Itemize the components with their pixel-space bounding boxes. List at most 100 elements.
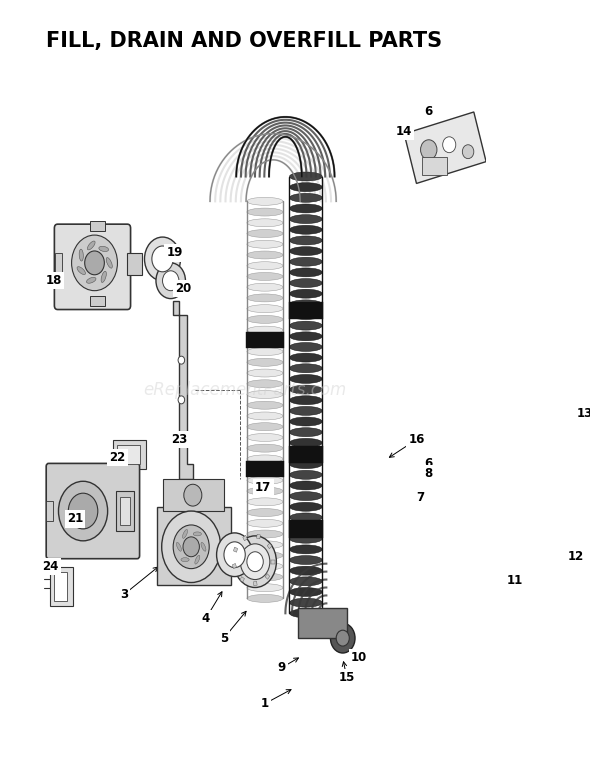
Bar	[271, 560, 275, 564]
Text: 12: 12	[568, 550, 584, 563]
Circle shape	[330, 623, 355, 653]
Ellipse shape	[247, 219, 283, 227]
Ellipse shape	[290, 300, 322, 309]
Ellipse shape	[564, 411, 590, 425]
Ellipse shape	[77, 267, 86, 274]
Ellipse shape	[290, 183, 322, 192]
Bar	[157, 507, 231, 584]
Text: 22: 22	[109, 451, 126, 464]
Ellipse shape	[290, 449, 322, 458]
Ellipse shape	[290, 534, 322, 543]
Ellipse shape	[290, 598, 322, 607]
Ellipse shape	[247, 444, 283, 452]
Ellipse shape	[290, 460, 322, 468]
Polygon shape	[542, 363, 590, 395]
Ellipse shape	[247, 229, 283, 238]
Ellipse shape	[247, 358, 283, 366]
Ellipse shape	[576, 426, 590, 436]
Ellipse shape	[182, 529, 188, 539]
Circle shape	[68, 494, 98, 529]
Circle shape	[548, 491, 578, 527]
Text: 13: 13	[576, 407, 590, 420]
Ellipse shape	[290, 566, 322, 575]
Ellipse shape	[247, 552, 283, 559]
Circle shape	[520, 659, 559, 707]
Text: 11: 11	[507, 574, 523, 587]
Ellipse shape	[290, 236, 322, 245]
Ellipse shape	[247, 433, 283, 442]
Ellipse shape	[290, 310, 322, 319]
Circle shape	[178, 396, 185, 404]
Circle shape	[58, 481, 107, 541]
Text: 23: 23	[171, 433, 187, 446]
Ellipse shape	[195, 555, 200, 564]
Ellipse shape	[290, 290, 322, 298]
Ellipse shape	[247, 380, 283, 388]
Text: 17: 17	[255, 481, 271, 494]
Ellipse shape	[106, 257, 112, 268]
Ellipse shape	[290, 172, 322, 181]
Text: 2: 2	[423, 467, 431, 480]
Ellipse shape	[247, 509, 283, 516]
Text: 14: 14	[396, 125, 412, 138]
Ellipse shape	[87, 241, 95, 250]
Bar	[253, 581, 257, 586]
Bar	[90, 296, 105, 306]
Ellipse shape	[87, 277, 96, 283]
Ellipse shape	[290, 545, 322, 554]
Text: 1: 1	[261, 697, 269, 711]
Ellipse shape	[290, 193, 322, 202]
Ellipse shape	[290, 215, 322, 224]
Ellipse shape	[247, 251, 283, 259]
Bar	[257, 534, 260, 539]
Bar	[246, 461, 284, 478]
Ellipse shape	[247, 369, 283, 377]
Circle shape	[156, 263, 185, 299]
Circle shape	[442, 137, 456, 153]
Bar	[509, 646, 571, 726]
FancyBboxPatch shape	[54, 224, 130, 309]
Ellipse shape	[290, 353, 322, 362]
Ellipse shape	[290, 428, 322, 437]
Text: eReplacementParts.com: eReplacementParts.com	[143, 381, 346, 399]
Ellipse shape	[290, 471, 322, 479]
Ellipse shape	[201, 542, 206, 551]
Text: 19: 19	[166, 247, 183, 260]
Circle shape	[178, 356, 185, 364]
Bar	[548, 482, 579, 537]
Ellipse shape	[247, 316, 283, 323]
Circle shape	[528, 669, 551, 697]
Text: 8: 8	[425, 467, 433, 480]
Ellipse shape	[290, 364, 322, 373]
Text: 4: 4	[202, 612, 210, 625]
Circle shape	[463, 144, 474, 159]
Ellipse shape	[247, 208, 283, 216]
Circle shape	[217, 533, 253, 577]
Bar	[90, 222, 105, 231]
Circle shape	[584, 495, 590, 523]
Bar	[232, 563, 237, 568]
Ellipse shape	[290, 577, 322, 586]
Bar	[298, 608, 347, 638]
Ellipse shape	[247, 197, 283, 206]
Bar	[267, 543, 272, 549]
Ellipse shape	[290, 374, 322, 384]
Ellipse shape	[101, 271, 106, 283]
Circle shape	[183, 537, 199, 557]
Bar	[243, 536, 247, 541]
Ellipse shape	[290, 385, 322, 394]
Bar	[46, 501, 53, 521]
Circle shape	[184, 484, 202, 506]
Circle shape	[421, 140, 437, 160]
Circle shape	[145, 237, 181, 280]
Circle shape	[71, 235, 117, 290]
Ellipse shape	[176, 542, 181, 551]
Polygon shape	[173, 300, 193, 479]
Ellipse shape	[181, 558, 189, 562]
Bar	[543, 448, 590, 475]
Ellipse shape	[290, 502, 322, 511]
Ellipse shape	[194, 532, 201, 536]
Bar	[289, 302, 323, 319]
Bar	[234, 547, 238, 552]
Ellipse shape	[290, 513, 322, 522]
